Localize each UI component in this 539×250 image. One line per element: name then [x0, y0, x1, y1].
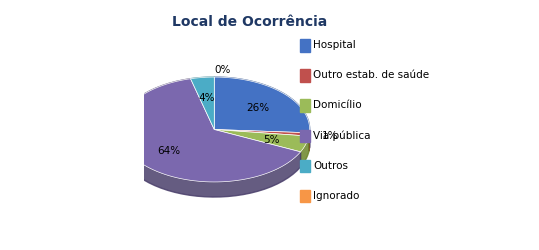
Bar	[300, 160, 310, 172]
Text: 26%: 26%	[246, 103, 269, 113]
Text: Outro estab. de saúde: Outro estab. de saúde	[313, 70, 430, 80]
Text: 1%: 1%	[322, 130, 338, 140]
Text: Ignorado: Ignorado	[313, 190, 360, 200]
Text: Outros: Outros	[313, 160, 348, 170]
Polygon shape	[215, 78, 310, 148]
Text: Hospital: Hospital	[313, 40, 356, 50]
Bar	[300, 190, 310, 202]
Bar	[300, 130, 310, 142]
Text: 4%: 4%	[198, 93, 215, 103]
Polygon shape	[191, 78, 215, 130]
Text: 64%: 64%	[157, 146, 180, 156]
Text: Via pública: Via pública	[313, 130, 371, 140]
Polygon shape	[301, 136, 309, 167]
Bar	[300, 100, 310, 112]
Text: 5%: 5%	[263, 134, 279, 144]
Polygon shape	[215, 130, 309, 136]
Polygon shape	[119, 80, 301, 182]
Polygon shape	[191, 78, 215, 94]
Polygon shape	[215, 130, 309, 152]
Bar	[300, 70, 310, 82]
Text: Local de Ocorrência: Local de Ocorrência	[172, 15, 327, 29]
Polygon shape	[215, 78, 310, 133]
Bar	[300, 40, 310, 52]
Polygon shape	[119, 80, 301, 197]
Text: 0%: 0%	[215, 64, 231, 74]
Text: Domicílio: Domicílio	[313, 100, 362, 110]
